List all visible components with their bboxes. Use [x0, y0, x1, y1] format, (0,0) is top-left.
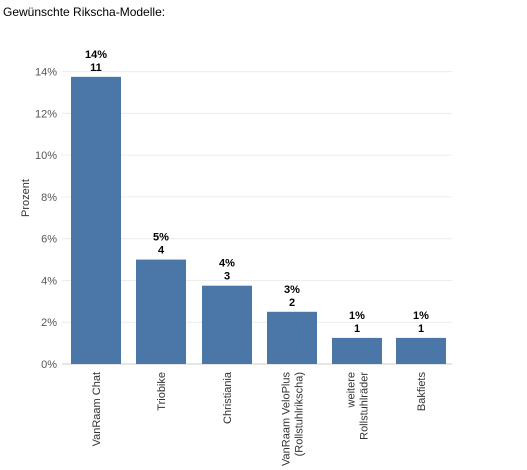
bar	[396, 337, 446, 364]
y-axis-label: Prozent	[20, 179, 32, 217]
bar-percent-label: 1%	[349, 310, 365, 322]
chart-title: Gewünschte Rikscha-Modelle:	[3, 5, 166, 19]
bar-percent-label: 4%	[219, 258, 235, 270]
bar-count-label: 1	[354, 323, 360, 335]
y-tick-label: 4%	[41, 275, 57, 287]
bar-percent-label: 14%	[85, 49, 107, 61]
category-label: VanRaam Chat	[91, 372, 103, 446]
gridlines	[62, 71, 452, 365]
data-labels: 14%115%44%33%21%11%1	[85, 49, 429, 335]
y-axis-ticks: 0% 2% 4% 6% 8% 10% 12% 14%	[35, 67, 57, 371]
y-tick-label: 2%	[41, 317, 57, 329]
bar	[136, 259, 186, 364]
bar-count-label: 3	[224, 271, 230, 283]
bar-count-label: 11	[90, 62, 102, 74]
category-label: (Rollstuhlrikscha)	[294, 372, 306, 456]
bars	[71, 76, 446, 364]
y-tick-label: 0%	[41, 359, 57, 371]
category-label: Rollstuhlräder	[359, 372, 371, 440]
bar	[332, 337, 382, 364]
y-tick-label: 12%	[35, 108, 57, 120]
bar-count-label: 2	[289, 297, 295, 309]
y-tick-label: 14%	[35, 67, 57, 79]
bar-percent-label: 5%	[153, 232, 169, 244]
bar-count-label: 1	[418, 323, 424, 335]
category-label: Bakfiets	[416, 372, 428, 412]
y-tick-label: 10%	[35, 150, 57, 162]
bar	[202, 285, 252, 364]
bar-percent-label: 3%	[284, 284, 300, 296]
category-label: Triobike	[156, 372, 168, 411]
y-tick-label: 6%	[41, 234, 57, 246]
category-label: weitere	[346, 372, 358, 408]
bar-percent-label: 1%	[413, 310, 429, 322]
category-labels: VanRaam Chat Triobike Christiania VanRaam V…	[91, 371, 428, 466]
category-label: VanRaam VeloPlus	[281, 372, 293, 466]
bar-count-label: 4	[158, 245, 165, 257]
bar	[267, 311, 317, 364]
y-tick-label: 8%	[41, 192, 57, 204]
category-label: Christiania	[222, 371, 234, 424]
bar	[71, 76, 121, 364]
